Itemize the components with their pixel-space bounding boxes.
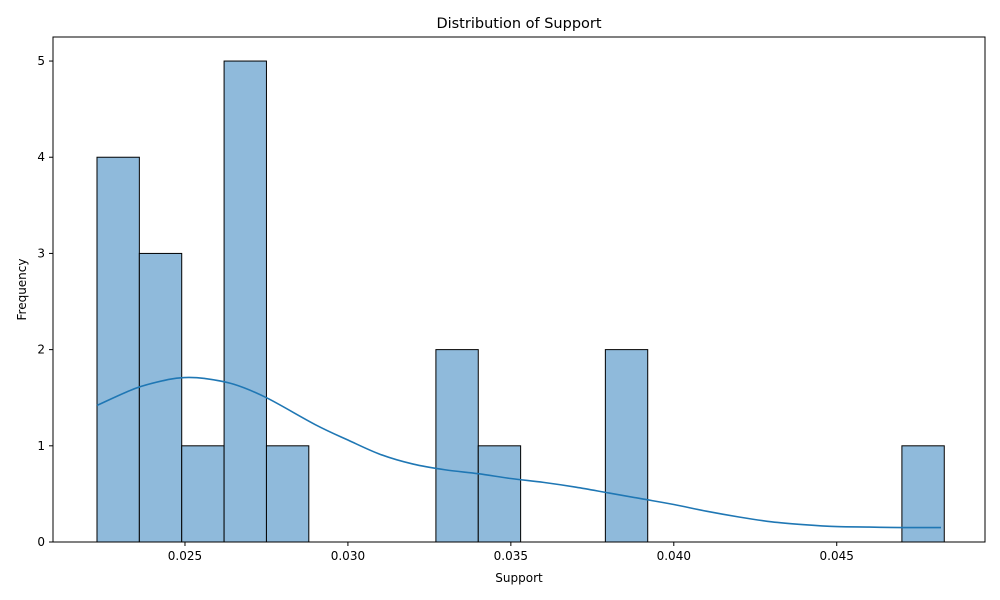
histogram-bar <box>435 349 479 543</box>
x-tick-label: 0.045 <box>820 549 854 563</box>
y-tick-label: 2 <box>37 343 45 357</box>
histogram-bar <box>477 445 522 543</box>
x-axis-title: Support <box>495 571 543 585</box>
histogram-bar <box>265 445 310 543</box>
y-tick-label: 3 <box>37 246 45 260</box>
x-tick-label: 0.025 <box>168 549 202 563</box>
histogram-bar <box>181 445 225 543</box>
y-axis-ticks: 0 1 2 3 4 5 <box>37 54 53 549</box>
y-axis-title: Frequency <box>15 259 29 321</box>
bars-layer <box>96 60 945 543</box>
histogram-bar <box>138 252 183 543</box>
kde-line <box>96 376 942 529</box>
kde-layer <box>96 376 942 529</box>
plot-frame <box>52 36 986 543</box>
chart-title: Distribution of Support <box>436 16 601 32</box>
y-tick-label: 0 <box>37 535 45 549</box>
y-tick-label: 4 <box>37 150 45 164</box>
y-tick-label: 5 <box>37 54 45 68</box>
x-tick-label: 0.040 <box>657 549 691 563</box>
x-tick-label: 0.030 <box>331 549 365 563</box>
x-tick-label: 0.035 <box>494 549 528 563</box>
x-axis-ticks: 0.025 0.030 0.035 0.040 0.045 <box>168 542 854 563</box>
histogram-bar <box>901 445 945 543</box>
histogram-bar <box>604 349 649 543</box>
histogram-bar <box>96 156 140 543</box>
histogram-bar <box>223 60 267 543</box>
y-tick-label: 1 <box>37 439 45 453</box>
